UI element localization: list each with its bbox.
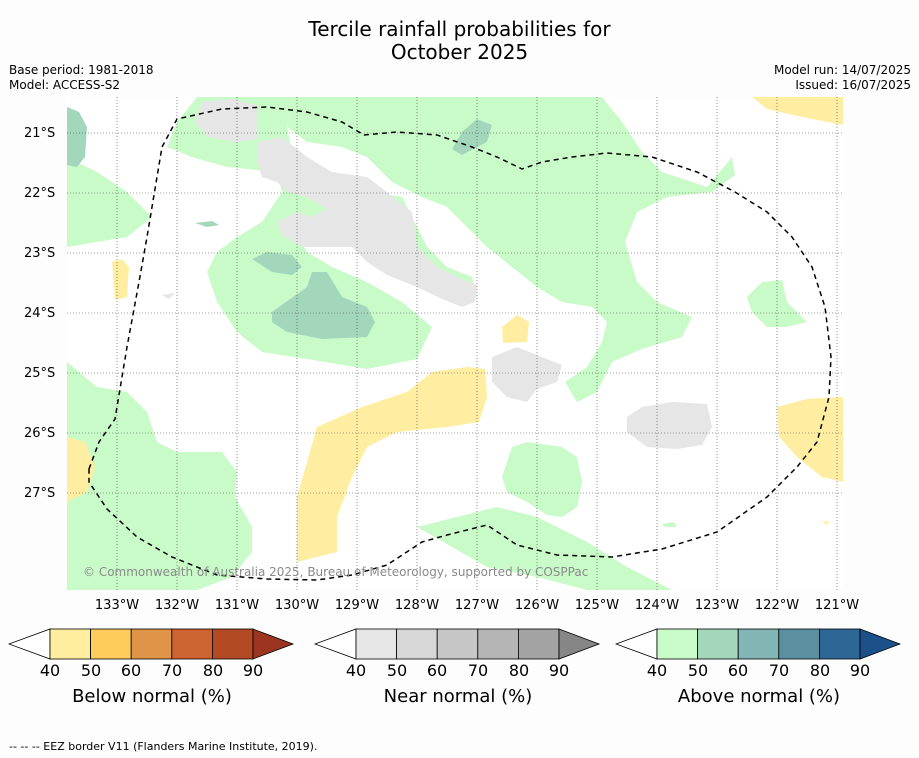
colorbar-title: Below normal (%) (72, 686, 232, 707)
colorbar-tick: 70 (467, 661, 489, 680)
lon-label: 127°W (454, 598, 500, 613)
lon-label: 129°W (334, 598, 380, 613)
near-normal-regions (162, 99, 712, 449)
above-normal-regions (67, 97, 807, 590)
colorbar-segment (436, 628, 479, 660)
copyright-text: © Commonwealth of Australia 2025, Bureau… (83, 565, 589, 579)
lat-label: 22°S (24, 186, 56, 201)
colorbar-segment (517, 628, 560, 660)
forecast-map[interactable]: © Commonwealth of Australia 2025, Bureau… (67, 97, 843, 590)
colorbar-segment (656, 628, 698, 660)
lon-label: 131°W (214, 598, 260, 613)
colorbar-tick: 60 (727, 661, 749, 680)
colorbar-swatches (314, 628, 601, 660)
colorbar-segment (737, 628, 780, 660)
lat-label: 24°S (24, 306, 56, 321)
lon-label: 123°W (694, 598, 740, 613)
colorbar-tick: 50 (386, 661, 408, 680)
colorbar-tick: 90 (849, 661, 871, 680)
colorbar-tick: 40 (345, 661, 367, 680)
colorbar-swatches (615, 628, 902, 660)
map-canvas (67, 97, 843, 590)
colorbar-segment (171, 628, 213, 660)
colorbar-above-normal: 40 50 60 70 80 90 Above normal (%) (615, 628, 903, 710)
lat-label: 25°S (24, 366, 56, 381)
eez-footnote: -- -- -- EEZ border V11 (Flanders Marine… (9, 740, 318, 753)
colorbar-tick: 90 (548, 661, 570, 680)
lon-label: 124°W (634, 598, 680, 613)
colorbar-segment (818, 628, 861, 660)
below-normal-regions (67, 97, 843, 562)
lon-label: 130°W (274, 598, 320, 613)
colorbar-tick: 80 (202, 661, 224, 680)
lon-label: 133°W (94, 598, 140, 613)
colorbar-extend-low (615, 628, 658, 660)
colorbar-extend-low (314, 628, 357, 660)
colorbar-tick: 50 (687, 661, 709, 680)
colorbar-tick: 80 (809, 661, 831, 680)
colorbar-extend-high (859, 628, 902, 660)
colorbar-segment (355, 628, 397, 660)
colorbar-tick: 60 (120, 661, 142, 680)
colorbar-tick: 60 (426, 661, 448, 680)
colorbar-tick: 90 (242, 661, 264, 680)
lon-label: 126°W (514, 598, 560, 613)
lon-label: 125°W (574, 598, 620, 613)
lat-label: 26°S (24, 426, 56, 441)
colorbar-segment (697, 628, 739, 660)
meta-right: Model run: 14/07/2025 Issued: 16/07/2025 (774, 63, 911, 93)
lon-label: 128°W (394, 598, 440, 613)
colorbar-extend-high (558, 628, 601, 660)
colorbar-tick: 80 (508, 661, 530, 680)
lon-label: 122°W (754, 598, 800, 613)
map-title: Tercile rainfall probabilities for Octob… (0, 18, 919, 64)
colorbar-segment (778, 628, 820, 660)
eez-border-line (88, 106, 832, 581)
colorbar-title: Near normal (%) (383, 686, 533, 707)
colorbar-swatches (8, 628, 295, 660)
map-gridlines (67, 97, 843, 590)
colorbar-tick: 40 (39, 661, 61, 680)
colorbar-segment (211, 628, 254, 660)
lat-label: 23°S (24, 246, 56, 261)
model-run: Model run: 14/07/2025 (773, 63, 911, 77)
colorbar-segment (477, 628, 519, 660)
colorbar-near-normal: 40 50 60 70 80 90 Near normal (%) (314, 628, 602, 710)
colorbar-title: Above normal (%) (677, 686, 841, 707)
lon-label: 121°W (814, 598, 860, 613)
lon-label: 132°W (154, 598, 200, 613)
colorbar-segment (130, 628, 173, 660)
lat-label: 27°S (24, 486, 56, 501)
base-period: Base period: 1981-2018 (9, 63, 154, 77)
colorbar-extend-high (252, 628, 295, 660)
issued-date: Issued: 16/07/2025 (795, 78, 911, 92)
colorbar-segment (49, 628, 91, 660)
colorbar-tick: 70 (161, 661, 183, 680)
colorbar-tick: 70 (768, 661, 790, 680)
colorbar-segment (90, 628, 132, 660)
lat-label: 21°S (24, 126, 56, 141)
colorbar-below-normal: 40 50 60 70 80 90 Below normal (%) (8, 628, 296, 710)
title-line-2: October 2025 (390, 40, 529, 64)
colorbar-extend-low (8, 628, 51, 660)
colorbar-segment (396, 628, 438, 660)
colorbar-tick: 40 (646, 661, 668, 680)
above-normal-50-regions (67, 107, 492, 339)
title-line-1: Tercile rainfall probabilities for (308, 17, 611, 41)
colorbar-tick: 50 (80, 661, 102, 680)
model-name: Model: ACCESS-S2 (9, 78, 121, 92)
meta-left: Base period: 1981-2018 Model: ACCESS-S2 (9, 63, 154, 93)
